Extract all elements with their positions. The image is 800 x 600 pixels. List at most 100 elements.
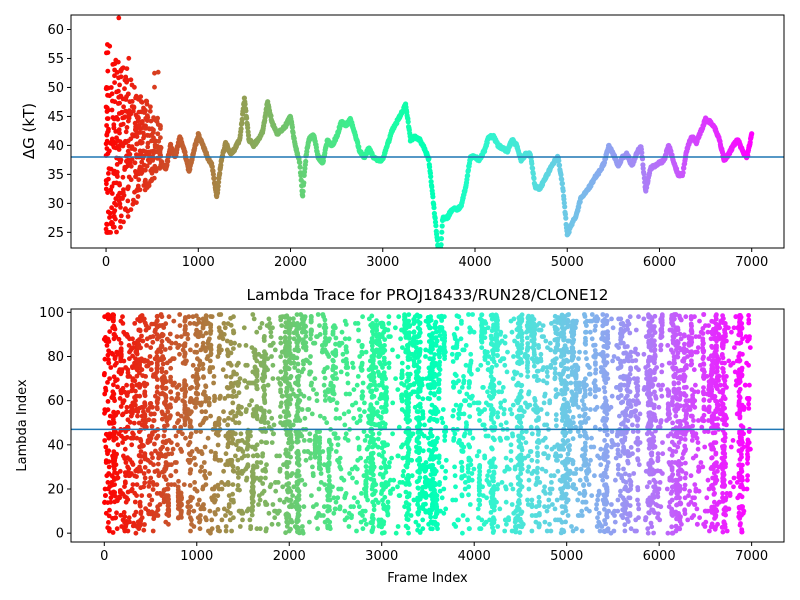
dg-point <box>104 221 109 227</box>
lambda-point <box>232 413 238 419</box>
lambda-point <box>574 526 579 532</box>
lambda-point <box>637 411 643 417</box>
lambda-point <box>699 424 705 430</box>
dg-point <box>301 180 307 186</box>
dg-point <box>165 158 171 164</box>
lambda-point <box>149 497 155 503</box>
lambda-point <box>233 420 239 426</box>
dg-point <box>155 69 161 75</box>
lambda-point <box>653 396 659 401</box>
dg-point <box>157 147 163 153</box>
dg-point <box>215 183 221 189</box>
lambda-point <box>586 482 592 487</box>
lambda-point <box>423 501 428 507</box>
lambda-point <box>142 475 148 481</box>
lambda-point <box>645 530 651 536</box>
dg-point <box>139 159 145 165</box>
lambda-point <box>357 407 362 412</box>
dg-point <box>120 115 126 121</box>
lambda-point <box>270 502 276 507</box>
lambda-point <box>541 334 546 339</box>
lambda-point <box>156 473 162 479</box>
dg-point <box>115 138 120 143</box>
dg-point <box>114 115 119 120</box>
lambda-point <box>217 396 223 401</box>
lambda-point <box>463 362 469 368</box>
lambda-point <box>176 429 182 434</box>
lambda-point <box>696 464 701 470</box>
lambda-point <box>178 446 184 452</box>
lambda-point <box>171 318 177 324</box>
lambda-point <box>503 420 509 426</box>
dg-point <box>134 130 140 136</box>
lambda-point <box>550 502 555 507</box>
dg-point <box>562 204 568 210</box>
lambda-point <box>651 477 657 483</box>
lambda-point <box>538 327 544 333</box>
lambda-point <box>535 465 540 471</box>
lambda-point <box>462 486 468 492</box>
dg-point <box>242 101 248 107</box>
lambda-point <box>331 495 337 501</box>
dg-point <box>118 67 124 73</box>
dg-point <box>118 224 123 230</box>
lambda-point <box>570 484 576 490</box>
dg-point <box>158 135 163 141</box>
lambda-point <box>199 409 205 415</box>
lambda-point <box>579 398 585 404</box>
dg-point <box>211 175 217 181</box>
lambda-point <box>613 455 619 461</box>
lambda-point <box>344 371 350 377</box>
lambda-point <box>155 406 160 412</box>
lambda-point <box>154 365 160 371</box>
lambda-point <box>455 517 461 523</box>
lambda-point <box>558 453 564 459</box>
lambda-point <box>693 488 699 494</box>
lambda-point <box>525 359 530 365</box>
lambda-point <box>578 424 583 430</box>
lambda-point <box>170 446 176 452</box>
lambda-point <box>441 486 447 492</box>
lambda-point <box>549 486 555 492</box>
dg-point <box>130 201 136 207</box>
lambda-point <box>547 491 553 496</box>
lambda-point <box>198 429 204 434</box>
lambda-point <box>641 316 647 322</box>
lambda-point <box>175 420 180 426</box>
lambda-point <box>292 365 298 370</box>
lambda-point <box>510 486 516 492</box>
lambda-point <box>541 365 546 370</box>
lambda-point <box>195 515 201 521</box>
lambda-point <box>358 519 364 525</box>
dg-point <box>531 175 537 182</box>
dg-point <box>268 113 274 119</box>
lambda-point <box>269 440 275 445</box>
lambda-point <box>543 468 549 474</box>
dg-point <box>105 128 111 134</box>
lambda-point <box>742 382 748 388</box>
lambda-point <box>178 413 184 419</box>
lambda-point <box>442 438 448 443</box>
lambda-point <box>449 351 455 357</box>
lambda-point <box>731 475 737 481</box>
lambda-point <box>271 431 276 437</box>
dg-x-tick-label: 7000 <box>735 255 768 270</box>
lambda-point <box>333 449 339 454</box>
lambda-point <box>200 484 206 490</box>
lambda-point <box>386 365 392 370</box>
dg-point <box>561 200 567 206</box>
lambda-point <box>305 449 311 454</box>
lambda-point <box>155 384 160 390</box>
lambda-point <box>264 440 270 445</box>
lambda-point <box>485 360 491 366</box>
lambda-point <box>442 429 447 434</box>
lambda-point <box>314 515 319 521</box>
lambda-point <box>592 327 598 333</box>
lambda-point <box>696 488 702 494</box>
lambda-point <box>307 360 313 366</box>
lambda-point <box>349 515 354 521</box>
lambda-point <box>471 466 477 472</box>
lambda-point <box>268 329 274 335</box>
lambda-point <box>588 407 593 412</box>
lambda-point <box>665 530 671 536</box>
